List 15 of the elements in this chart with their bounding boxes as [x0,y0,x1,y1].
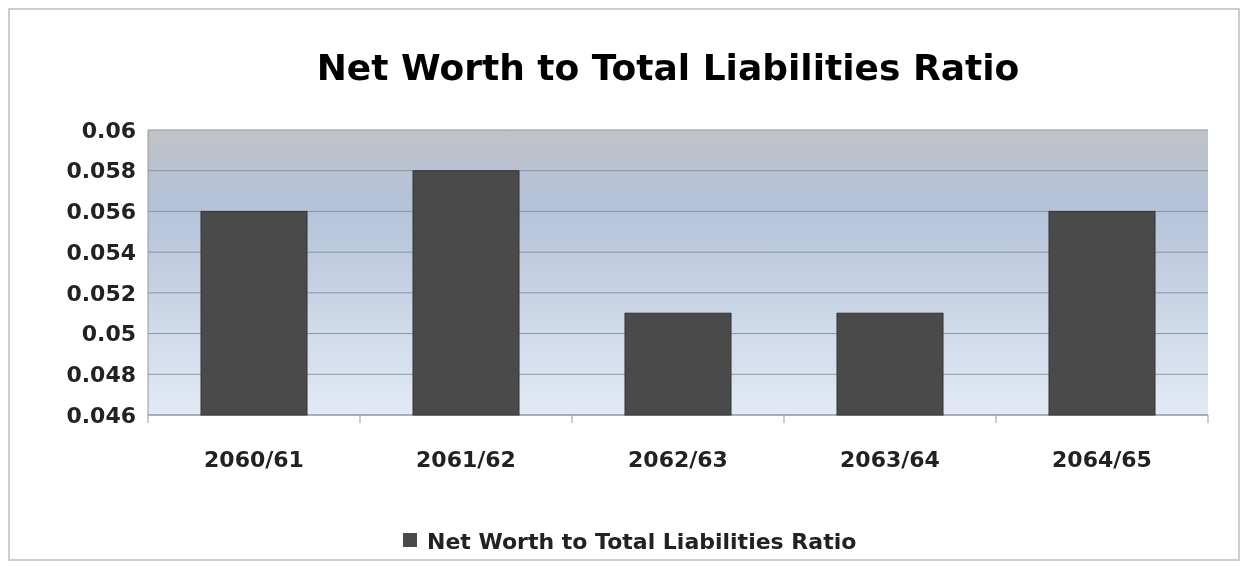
x-tick-label: 2061/62 [416,447,516,472]
y-tick-label: 0.06 [81,117,136,143]
y-tick-label: 0.046 [66,402,136,428]
y-tick-label: 0.054 [66,239,136,265]
y-tick-label: 0.048 [66,361,136,387]
y-tick-label: 0.058 [66,158,136,184]
y-tick-label: 0.05 [81,321,136,347]
x-tick-label: 2064/65 [1052,447,1152,472]
chart-title: Net Worth to Total Liabilities Ratio [316,47,1020,88]
x-tick-label: 2062/63 [628,447,728,472]
text: Net Worth to Total Liabilities Ratio [427,528,857,554]
x-tick-label: 2060/61 [204,447,304,472]
x-tick-label: 2063/64 [840,447,940,472]
y-tick-label: 0.052 [66,280,136,306]
y-tick-label: 0.056 [66,199,136,225]
